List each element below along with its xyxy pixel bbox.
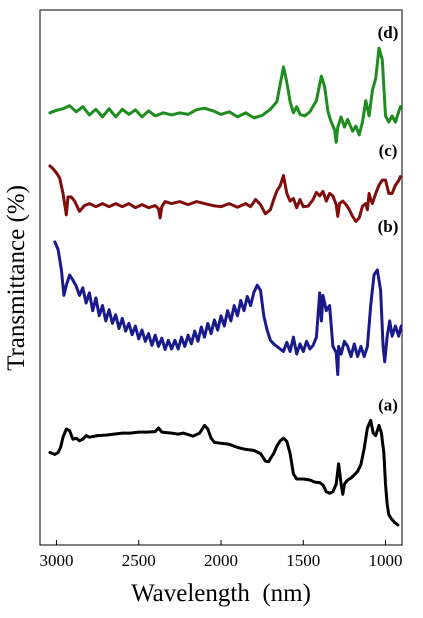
series-labels: (d) (c) (b) (a) bbox=[378, 23, 399, 414]
x-tick-label-2500: 2500 bbox=[122, 551, 156, 570]
x-tick-label-1000: 1000 bbox=[369, 551, 403, 570]
series-lines bbox=[48, 46, 403, 527]
series-label-c: (c) bbox=[379, 141, 398, 160]
series-line-c bbox=[48, 164, 402, 223]
series-label-a: (a) bbox=[378, 395, 398, 414]
x-tick-label-2000: 2000 bbox=[204, 551, 238, 570]
plot-frame bbox=[39, 9, 403, 546]
x-axis-ticks bbox=[55, 540, 387, 545]
x-tick-label-1500: 1500 bbox=[286, 551, 320, 570]
series-line-b bbox=[53, 240, 403, 376]
series-label-d: (d) bbox=[378, 23, 399, 42]
series-line-a bbox=[48, 418, 400, 527]
x-axis-title: Wavelength (nm) bbox=[131, 580, 311, 607]
x-axis-tick-labels: 3000 2500 2000 1500 1000 bbox=[39, 551, 402, 570]
series-label-b: (b) bbox=[378, 217, 399, 236]
series-line-d bbox=[48, 46, 402, 144]
x-tick-label-3000: 3000 bbox=[39, 551, 73, 570]
y-axis-title: Transmittance (%) bbox=[3, 185, 30, 371]
